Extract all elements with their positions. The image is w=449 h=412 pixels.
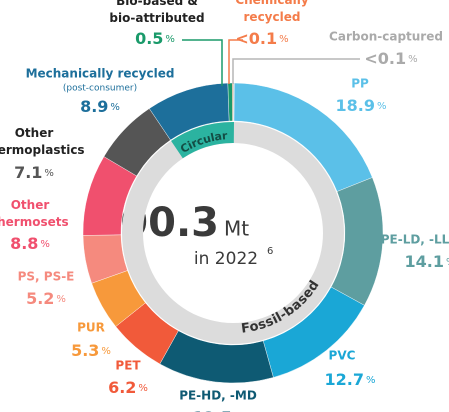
value-unit: %	[40, 239, 50, 250]
value-label: 12.5%	[193, 408, 244, 412]
value-unit: %	[138, 383, 148, 394]
value-number: <0.1	[235, 29, 277, 48]
value-label: 14.1%	[405, 252, 449, 271]
segment	[149, 82, 230, 141]
value-number: 12.7	[325, 370, 364, 389]
category-label: Bio-based & bio-attributed	[109, 0, 204, 25]
value-unit: %	[366, 375, 376, 386]
value-number: 0.5	[135, 29, 163, 48]
year: in 2022	[194, 249, 258, 269]
category-label: Otherthermosets	[0, 198, 69, 229]
category-label: PVC	[329, 349, 356, 363]
value-number: 5.3	[71, 341, 99, 360]
category-label: Chemicallyrecycled	[235, 0, 309, 24]
value-unit: %	[101, 346, 111, 357]
category-label: PE-HD, -MD	[179, 389, 257, 403]
value-label: 12.7%	[325, 370, 376, 389]
value-unit: %	[377, 101, 387, 112]
category-label: PE-LD, -LLD	[381, 233, 449, 247]
value-number: <0.1	[364, 49, 406, 68]
value-label: 8.8%	[10, 234, 50, 253]
value-number: 8.9	[80, 97, 108, 116]
value-unit: %	[279, 34, 289, 45]
value-label: <0.1%	[235, 29, 288, 48]
category-label: PET	[115, 359, 141, 373]
category-label: PP	[351, 77, 369, 91]
category-label: Otherthermoplastics	[0, 126, 85, 157]
leader-line	[232, 58, 360, 84]
value-label: 5.3%	[71, 341, 111, 360]
value-label: 6.2%	[108, 378, 148, 397]
value-unit: %	[110, 102, 120, 113]
value-number: 18.9	[336, 96, 375, 115]
value-label: 7.1%	[14, 163, 54, 182]
category-label: Mechanically recycled	[26, 67, 175, 81]
category-label: PS, PS-E	[18, 270, 75, 284]
value-number: 8.8	[10, 234, 38, 253]
value-number: 12.5	[193, 408, 232, 412]
value-unit: %	[44, 168, 54, 179]
value-label: 0.5%	[135, 29, 175, 48]
value-number: 7.1	[14, 163, 42, 182]
leader-line	[228, 39, 243, 84]
value-label: 5.2%	[26, 289, 66, 308]
value-number: 14.1	[405, 252, 444, 271]
footnote: 6	[267, 246, 273, 257]
value-number: 5.2	[26, 289, 54, 308]
leader-line	[182, 39, 223, 86]
value-unit: %	[446, 257, 449, 268]
value-label: 18.9%	[336, 96, 387, 115]
value-number: 6.2	[108, 378, 136, 397]
value-unit: %	[165, 34, 175, 45]
circular-ring	[171, 121, 234, 159]
value-label: 8.9%	[80, 97, 120, 116]
category-label: Carbon-captured	[329, 30, 443, 44]
sublabel: (post-consumer)	[63, 84, 137, 94]
category-label: PUR	[77, 321, 105, 335]
total-unit: Mt	[224, 217, 249, 241]
value-label: <0.1%	[364, 49, 417, 68]
value-unit: %	[56, 294, 66, 305]
value-unit: %	[408, 54, 418, 65]
